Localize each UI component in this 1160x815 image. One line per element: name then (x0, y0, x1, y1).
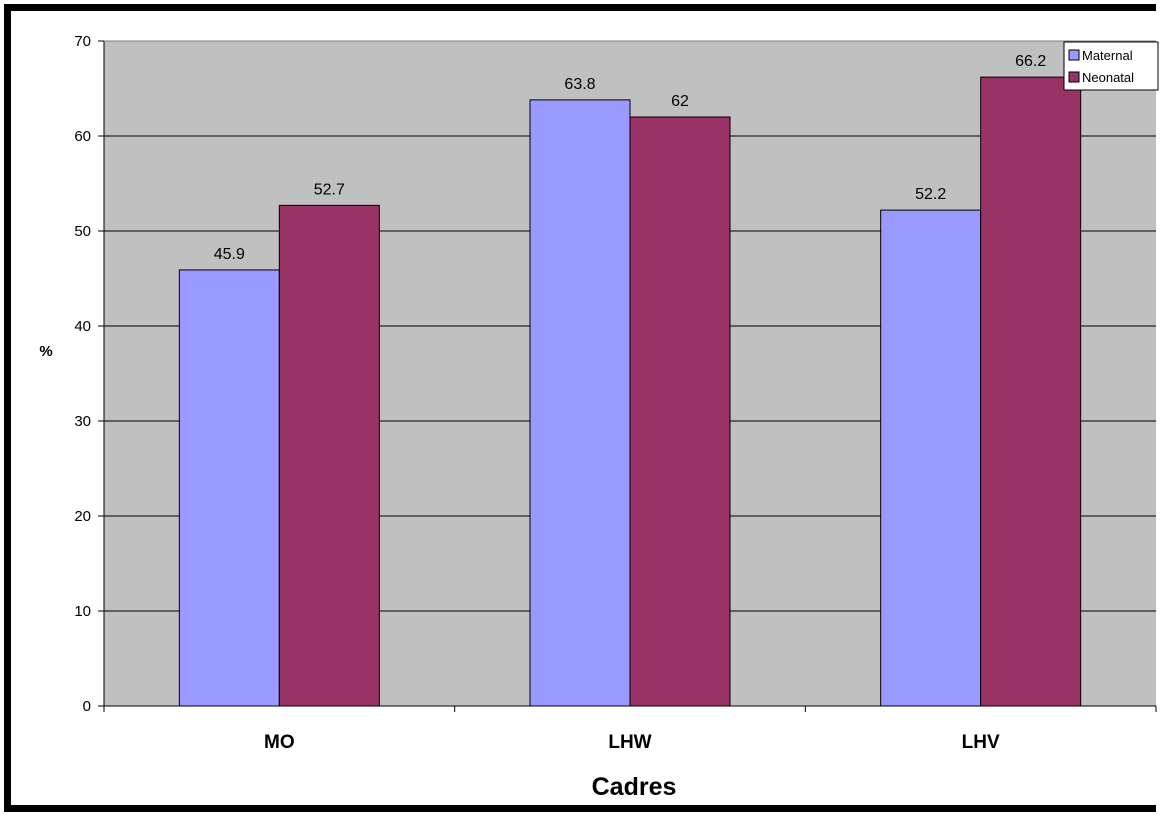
bar-neonatal-lhv (980, 76, 1082, 707)
data-label: 66.2 (1015, 53, 1046, 70)
y-tick-label: 70 (74, 33, 91, 50)
data-labels: 45.9 52.7 63.8 62 52.2 66.2 (214, 53, 1047, 263)
data-label: 52.7 (314, 181, 345, 198)
y-tick-labels: 0 10 20 30 40 50 60 70 (74, 33, 91, 715)
x-category-label: LHW (608, 732, 651, 753)
bar-maternal-lhv (880, 209, 982, 707)
legend-label-maternal: Maternal (1082, 48, 1133, 63)
bar-neonatal-mo (278, 204, 380, 707)
data-label: 45.9 (214, 246, 245, 263)
y-tick-label: 20 (74, 508, 91, 525)
legend: Maternal Neonatal (1063, 41, 1159, 91)
legend-label-neonatal: Neonatal (1082, 70, 1134, 85)
y-tick-label: 40 (74, 318, 91, 335)
data-label: 52.2 (915, 186, 946, 203)
axes (98, 40, 1157, 712)
legend-swatch-neonatal (1068, 71, 1080, 83)
y-tick-label: 50 (74, 223, 91, 240)
x-category-labels: MO LHW LHV (264, 732, 1000, 753)
x-axis-title: Cadres (592, 773, 677, 801)
y-tick-label: 10 (74, 603, 91, 620)
legend-box (1063, 41, 1159, 91)
x-category-label: LHV (962, 732, 1000, 753)
x-category-label: MO (264, 732, 295, 753)
bar-neonatal-lhw (629, 116, 731, 707)
y-tick-label: 30 (74, 413, 91, 430)
bar-maternal-mo (178, 269, 280, 707)
bars (178, 76, 1082, 707)
data-label: 62 (671, 93, 689, 110)
legend-swatch-maternal (1068, 49, 1080, 61)
y-tick-label: 0 (83, 698, 91, 715)
bar-maternal-lhw (529, 99, 631, 707)
y-axis-title: % (39, 343, 52, 360)
data-label: 63.8 (564, 76, 595, 93)
y-tick-label: 60 (74, 128, 91, 145)
